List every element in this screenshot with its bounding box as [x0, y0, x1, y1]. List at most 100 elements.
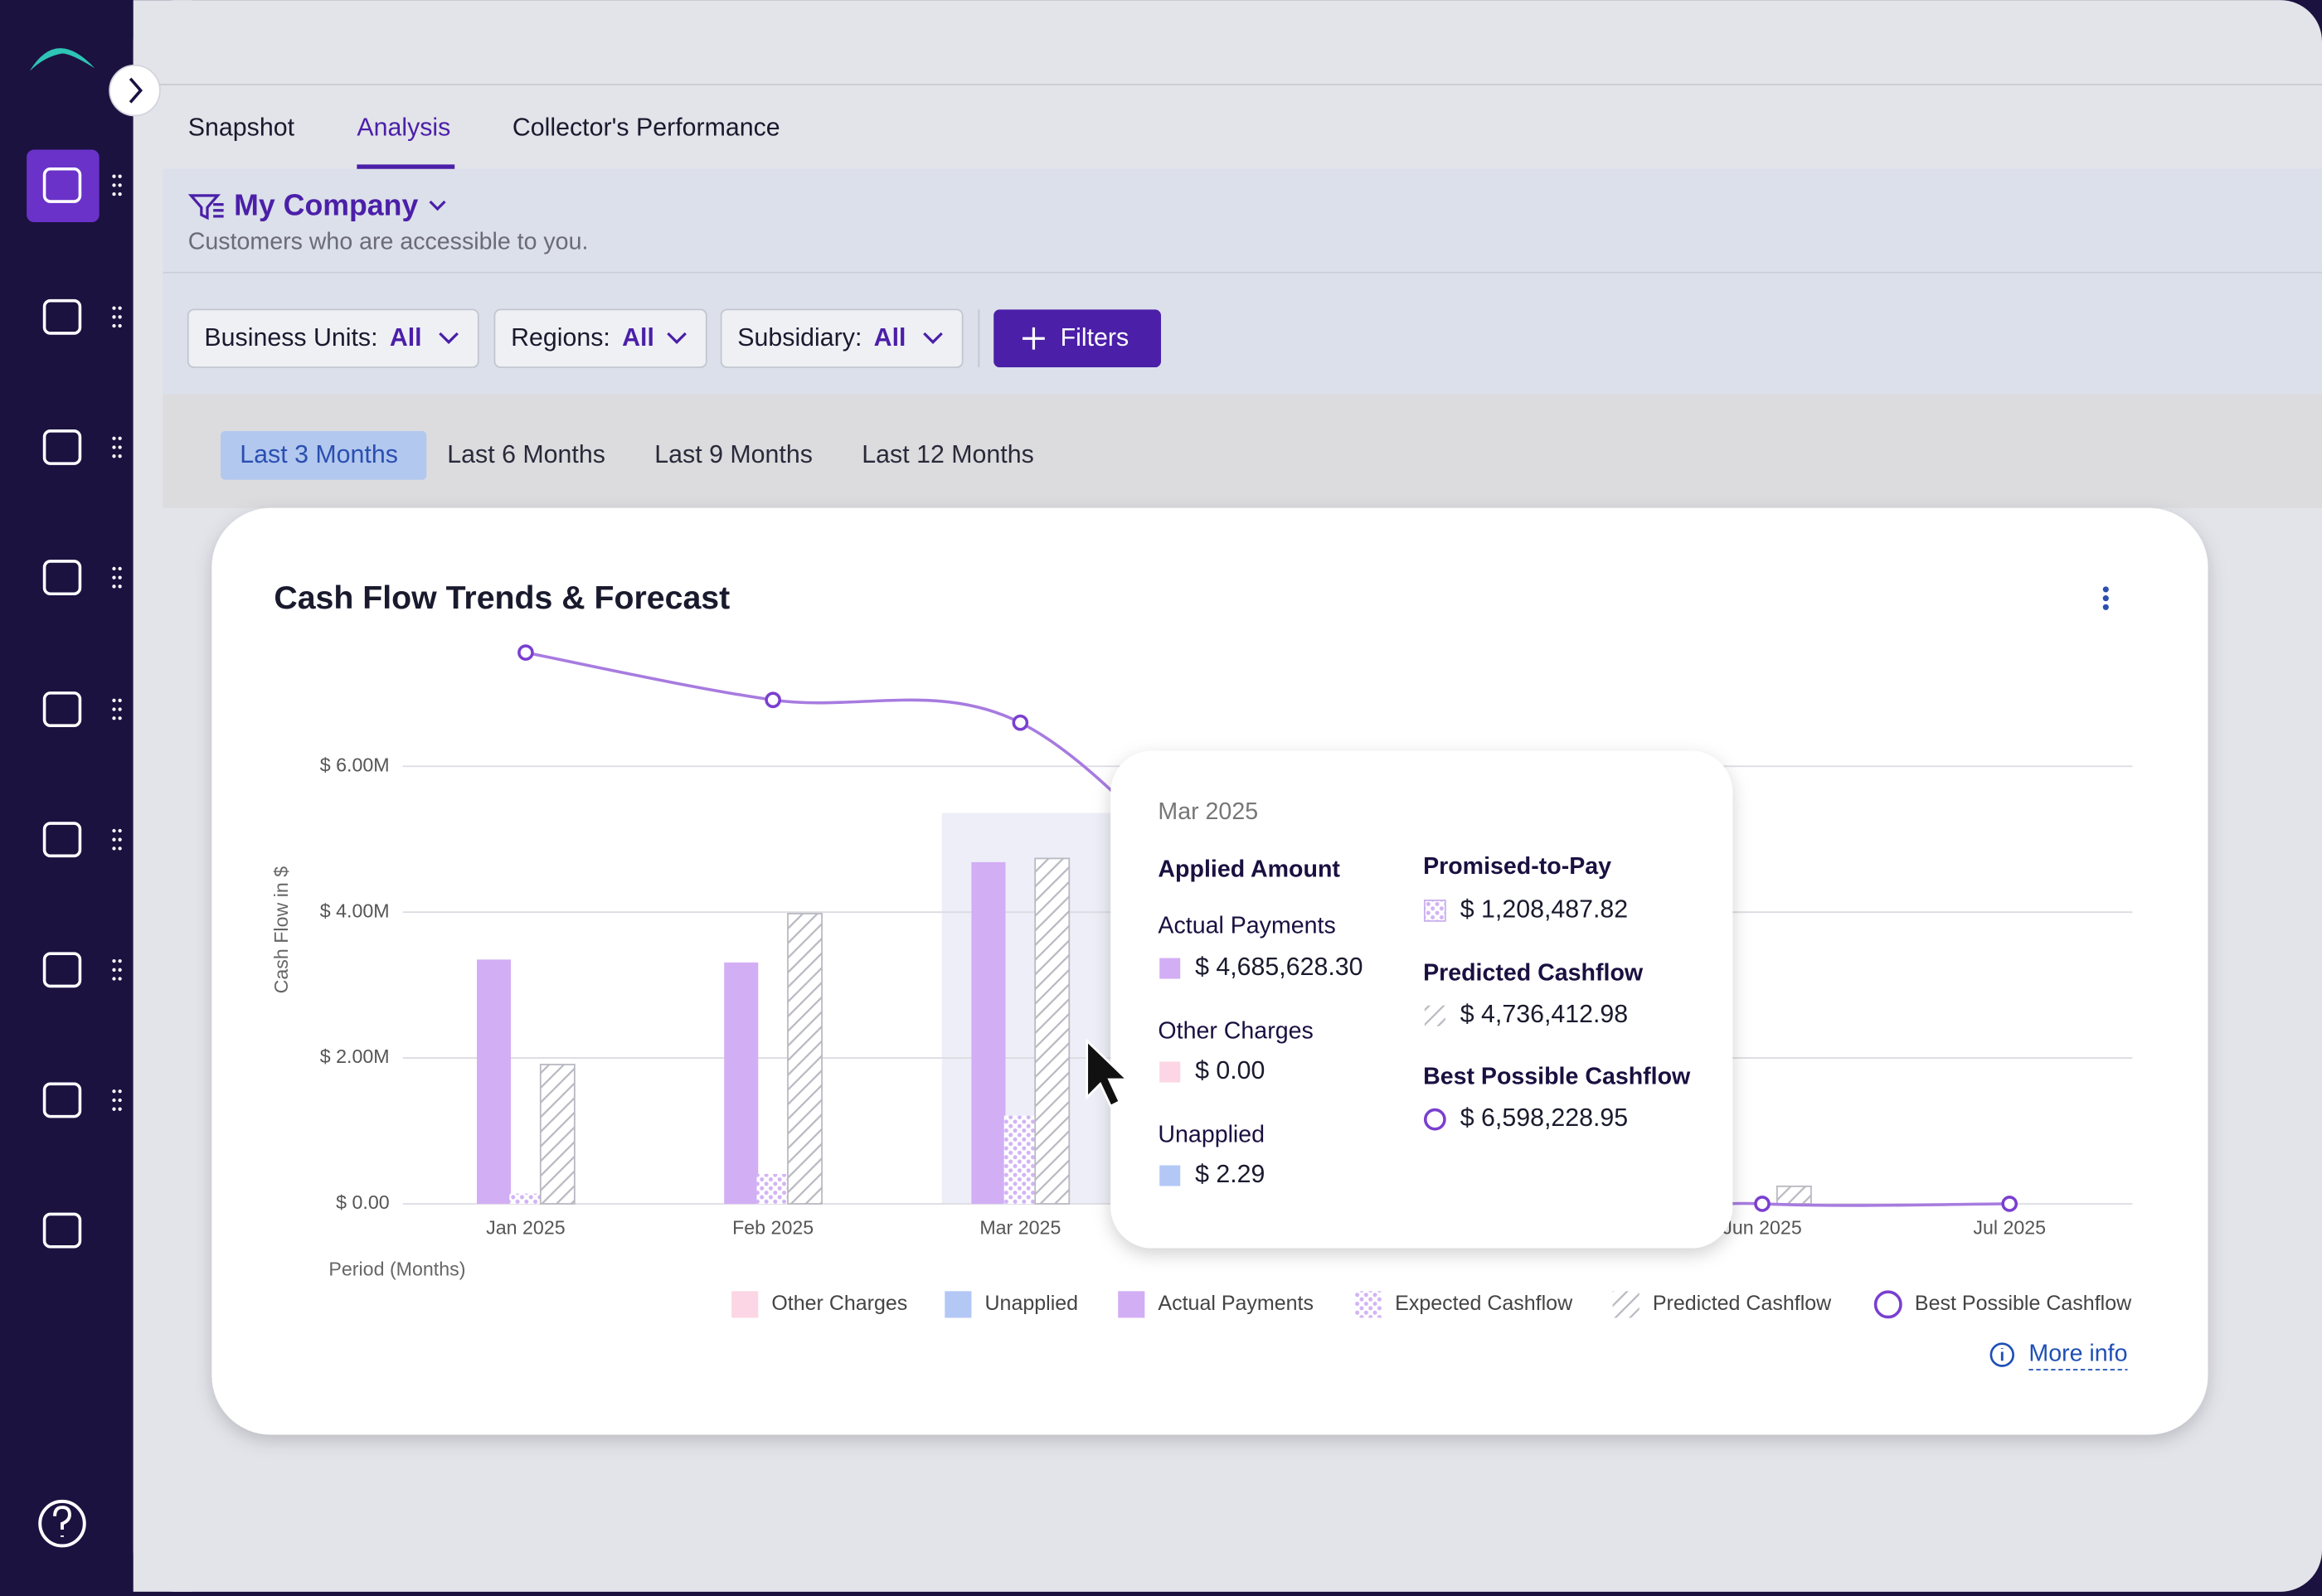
drag-handle — [112, 445, 115, 449]
drag-handle — [119, 315, 122, 318]
y-tick-label: $ 6.00M — [320, 754, 390, 775]
drag-handle — [112, 324, 115, 327]
legend-label: Best Possible Cashflow — [1915, 1292, 2132, 1315]
line-point — [1756, 1197, 1769, 1210]
line-point — [1013, 716, 1027, 730]
legend-swatch — [945, 1291, 971, 1317]
drag-handle — [119, 707, 122, 711]
period-option[interactable]: Last 9 Months — [654, 441, 813, 468]
x-tick-label: Mar 2025 — [979, 1216, 1061, 1238]
drag-handle — [112, 306, 115, 309]
drag-handle — [112, 567, 115, 570]
drag-handle — [119, 437, 122, 440]
legend-label: Unapplied — [985, 1292, 1079, 1315]
drag-handle — [112, 575, 115, 579]
period-option[interactable]: Last 6 Months — [447, 441, 605, 468]
tooltip-label: Actual Payments — [1158, 913, 1335, 939]
drag-handle — [112, 977, 115, 980]
tooltip-value: $ 4,685,628.30 — [1195, 953, 1363, 981]
tooltip-value: $ 4,736,412.98 — [1460, 1001, 1628, 1028]
bar — [1004, 1116, 1036, 1204]
more-info-link[interactable]: More info — [2028, 1341, 2127, 1367]
drag-handle — [119, 175, 122, 178]
bar — [477, 959, 511, 1204]
menu-dot[interactable] — [2103, 604, 2109, 610]
tooltip-title: Mar 2025 — [1158, 798, 1258, 825]
line-point — [519, 646, 532, 659]
bar — [509, 1194, 541, 1204]
drag-handle — [112, 437, 115, 440]
drag-handle — [112, 847, 115, 850]
tab[interactable]: Analysis — [357, 114, 450, 142]
drag-handle — [112, 315, 115, 318]
drag-handle — [112, 716, 115, 720]
drag-handle — [112, 838, 115, 842]
bar — [724, 963, 758, 1204]
tooltip-swatch — [1159, 1062, 1180, 1083]
drag-handle — [119, 959, 122, 963]
tooltip-swatch — [1425, 1006, 1445, 1026]
line-point — [2003, 1197, 2016, 1210]
drag-handle — [119, 968, 122, 972]
drag-handle — [119, 183, 122, 187]
tooltip-swatch — [1426, 1110, 1445, 1129]
drag-handle — [119, 445, 122, 449]
drag-handle — [119, 192, 122, 196]
drag-handle — [112, 707, 115, 711]
legend-swatch — [1355, 1291, 1382, 1317]
drag-handle — [112, 1108, 115, 1111]
period-option[interactable]: Last 12 Months — [862, 441, 1033, 468]
nav-active[interactable] — [27, 150, 100, 222]
drag-handle — [112, 454, 115, 458]
bar — [788, 914, 822, 1204]
drag-handle — [112, 968, 115, 972]
drag-handle — [119, 716, 122, 720]
drag-handle — [119, 1099, 122, 1102]
tooltip-swatch — [1425, 900, 1445, 921]
period-option[interactable]: Last 3 Months — [240, 441, 398, 468]
tooltip-label: Predicted Cashflow — [1423, 960, 1644, 987]
tooltip-swatch — [1159, 1166, 1180, 1186]
legend-label: Other Charges — [771, 1292, 907, 1315]
tooltip-heading: Applied Amount — [1158, 856, 1340, 883]
drag-handle — [112, 959, 115, 963]
drag-handle — [112, 829, 115, 832]
scope-subtitle: Customers who are accessible to you. — [188, 229, 589, 255]
x-tick-label: Jul 2025 — [1973, 1216, 2046, 1238]
tooltip-value: $ 0.00 — [1195, 1057, 1265, 1084]
drag-handle — [119, 306, 122, 309]
tab[interactable]: Collector's Performance — [512, 114, 780, 142]
legend-label: Predicted Cashflow — [1653, 1292, 1832, 1315]
drag-handle — [119, 847, 122, 850]
menu-dot[interactable] — [2103, 595, 2109, 601]
filter-value: All — [622, 324, 654, 352]
chart-title: Cash Flow Trends & Forecast — [274, 580, 730, 616]
y-tick-label: $ 0.00 — [336, 1191, 390, 1213]
tooltip-swatch — [1159, 958, 1180, 979]
filter-label: Subsidiary: — [737, 324, 862, 352]
menu-dot[interactable] — [2103, 586, 2109, 592]
y-tick-label: $ 4.00M — [320, 900, 390, 921]
bar — [1777, 1186, 1811, 1204]
scope-title[interactable]: My Company — [234, 189, 418, 222]
drag-handle — [119, 838, 122, 842]
y-axis-label: Cash Flow in $ — [270, 866, 292, 994]
x-axis-label: Period (Months) — [328, 1258, 465, 1279]
bar — [1035, 858, 1069, 1204]
filters-button-label: Filters — [1061, 324, 1129, 352]
filter-label: Regions: — [511, 324, 610, 352]
tooltip-label: Best Possible Cashflow — [1423, 1064, 1691, 1090]
tooltip-label: Other Charges — [1158, 1017, 1313, 1044]
tooltip-label: Unapplied — [1158, 1121, 1265, 1147]
drag-handle — [112, 1099, 115, 1102]
collapse-button[interactable] — [109, 65, 160, 116]
legend-swatch — [1613, 1291, 1639, 1317]
y-tick-label: $ 2.00M — [320, 1045, 390, 1067]
tab[interactable]: Snapshot — [188, 114, 295, 142]
tab-underline — [357, 164, 454, 168]
drag-handle — [119, 1108, 122, 1111]
legend-swatch — [731, 1291, 758, 1317]
drag-handle — [119, 1089, 122, 1093]
